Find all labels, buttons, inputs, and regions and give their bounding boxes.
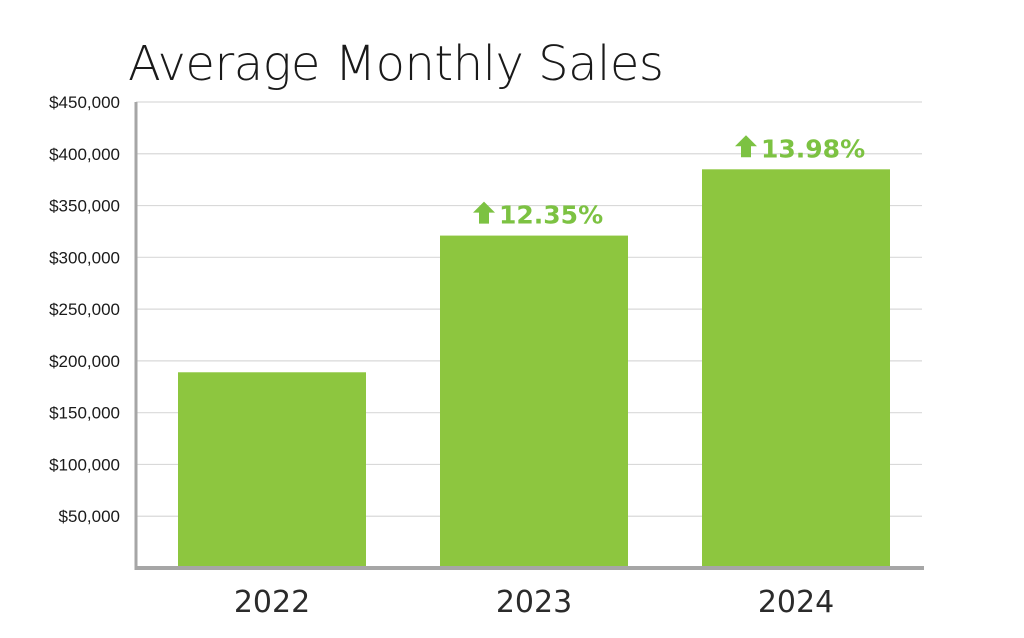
x-tick-label: 2023 <box>496 585 572 620</box>
y-tick-label: $350,000 <box>49 197 120 216</box>
y-tick-label: $100,000 <box>49 455 120 474</box>
y-tick-label: $450,000 <box>49 93 120 112</box>
bar-2024 <box>702 169 890 569</box>
growth-annotation-2023: 12.35% <box>473 201 603 230</box>
y-tick-label: $250,000 <box>49 300 120 319</box>
y-tick-label: $300,000 <box>49 248 120 267</box>
growth-annotation-label: 12.35% <box>499 201 603 230</box>
x-tick-label: 2022 <box>234 585 310 620</box>
up-arrow-icon <box>473 201 495 224</box>
y-tick-label: $150,000 <box>49 404 120 423</box>
up-arrow-icon <box>735 135 757 158</box>
x-tick-label: 2024 <box>758 585 834 620</box>
growth-annotation-label: 13.98% <box>761 134 865 163</box>
y-tick-label: $400,000 <box>49 145 120 164</box>
annotations: 12.35% 13.98% <box>473 134 865 230</box>
growth-annotation-2024: 13.98% <box>735 134 865 163</box>
bars <box>178 169 890 569</box>
y-tick-labels: $50,000 $100,000 $150,000 $200,000 $250,000 $… <box>49 93 120 526</box>
bar-2022 <box>178 372 366 568</box>
chart-title: Average Monthly Sales <box>128 36 664 92</box>
bar-2023 <box>440 235 628 568</box>
axes <box>134 102 924 570</box>
y-tick-label: $50,000 <box>59 507 120 526</box>
y-tick-label: $200,000 <box>49 352 120 371</box>
x-tick-labels: 2022 2023 2024 <box>234 585 834 620</box>
